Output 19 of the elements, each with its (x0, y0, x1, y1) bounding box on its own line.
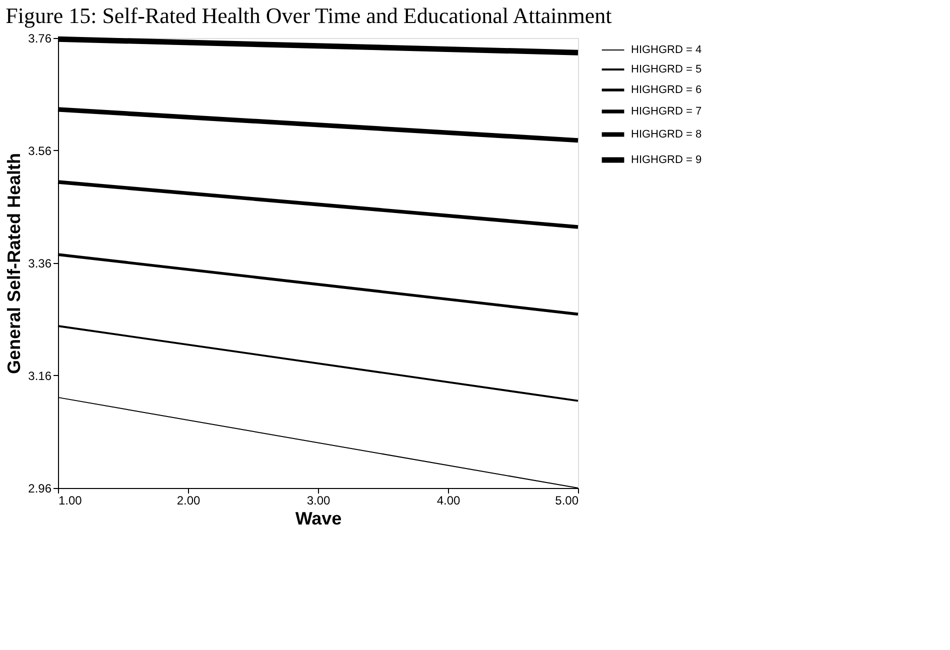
x-tick-label: 1.00 (58, 494, 82, 508)
x-tick-label: 2.00 (176, 494, 200, 508)
chart-title: Figure 15: Self-Rated Health Over Time and Educational Attainment (6, 3, 612, 28)
y-axis-title: General Self-Rated Health (4, 152, 24, 374)
x-axis-title: Wave (295, 508, 342, 528)
y-tick-label: 2.96 (28, 482, 52, 496)
legend-label: HIGHGRD = 6 (631, 84, 702, 96)
x-tick-label: 5.00 (555, 494, 579, 508)
x-tick-label: 4.00 (436, 494, 460, 508)
y-tick-label: 3.36 (28, 256, 52, 270)
y-tick-label: 3.56 (28, 144, 52, 158)
y-tick-label: 3.16 (28, 369, 52, 383)
x-tick-label: 3.00 (306, 494, 330, 508)
legend-label: HIGHGRD = 4 (631, 44, 702, 56)
legend-label: HIGHGRD = 9 (631, 154, 702, 166)
legend-label: HIGHGRD = 8 (631, 128, 702, 140)
legend-label: HIGHGRD = 5 (631, 64, 702, 76)
y-tick-label: 3.76 (28, 32, 52, 46)
legend-label: HIGHGRD = 7 (631, 106, 702, 118)
